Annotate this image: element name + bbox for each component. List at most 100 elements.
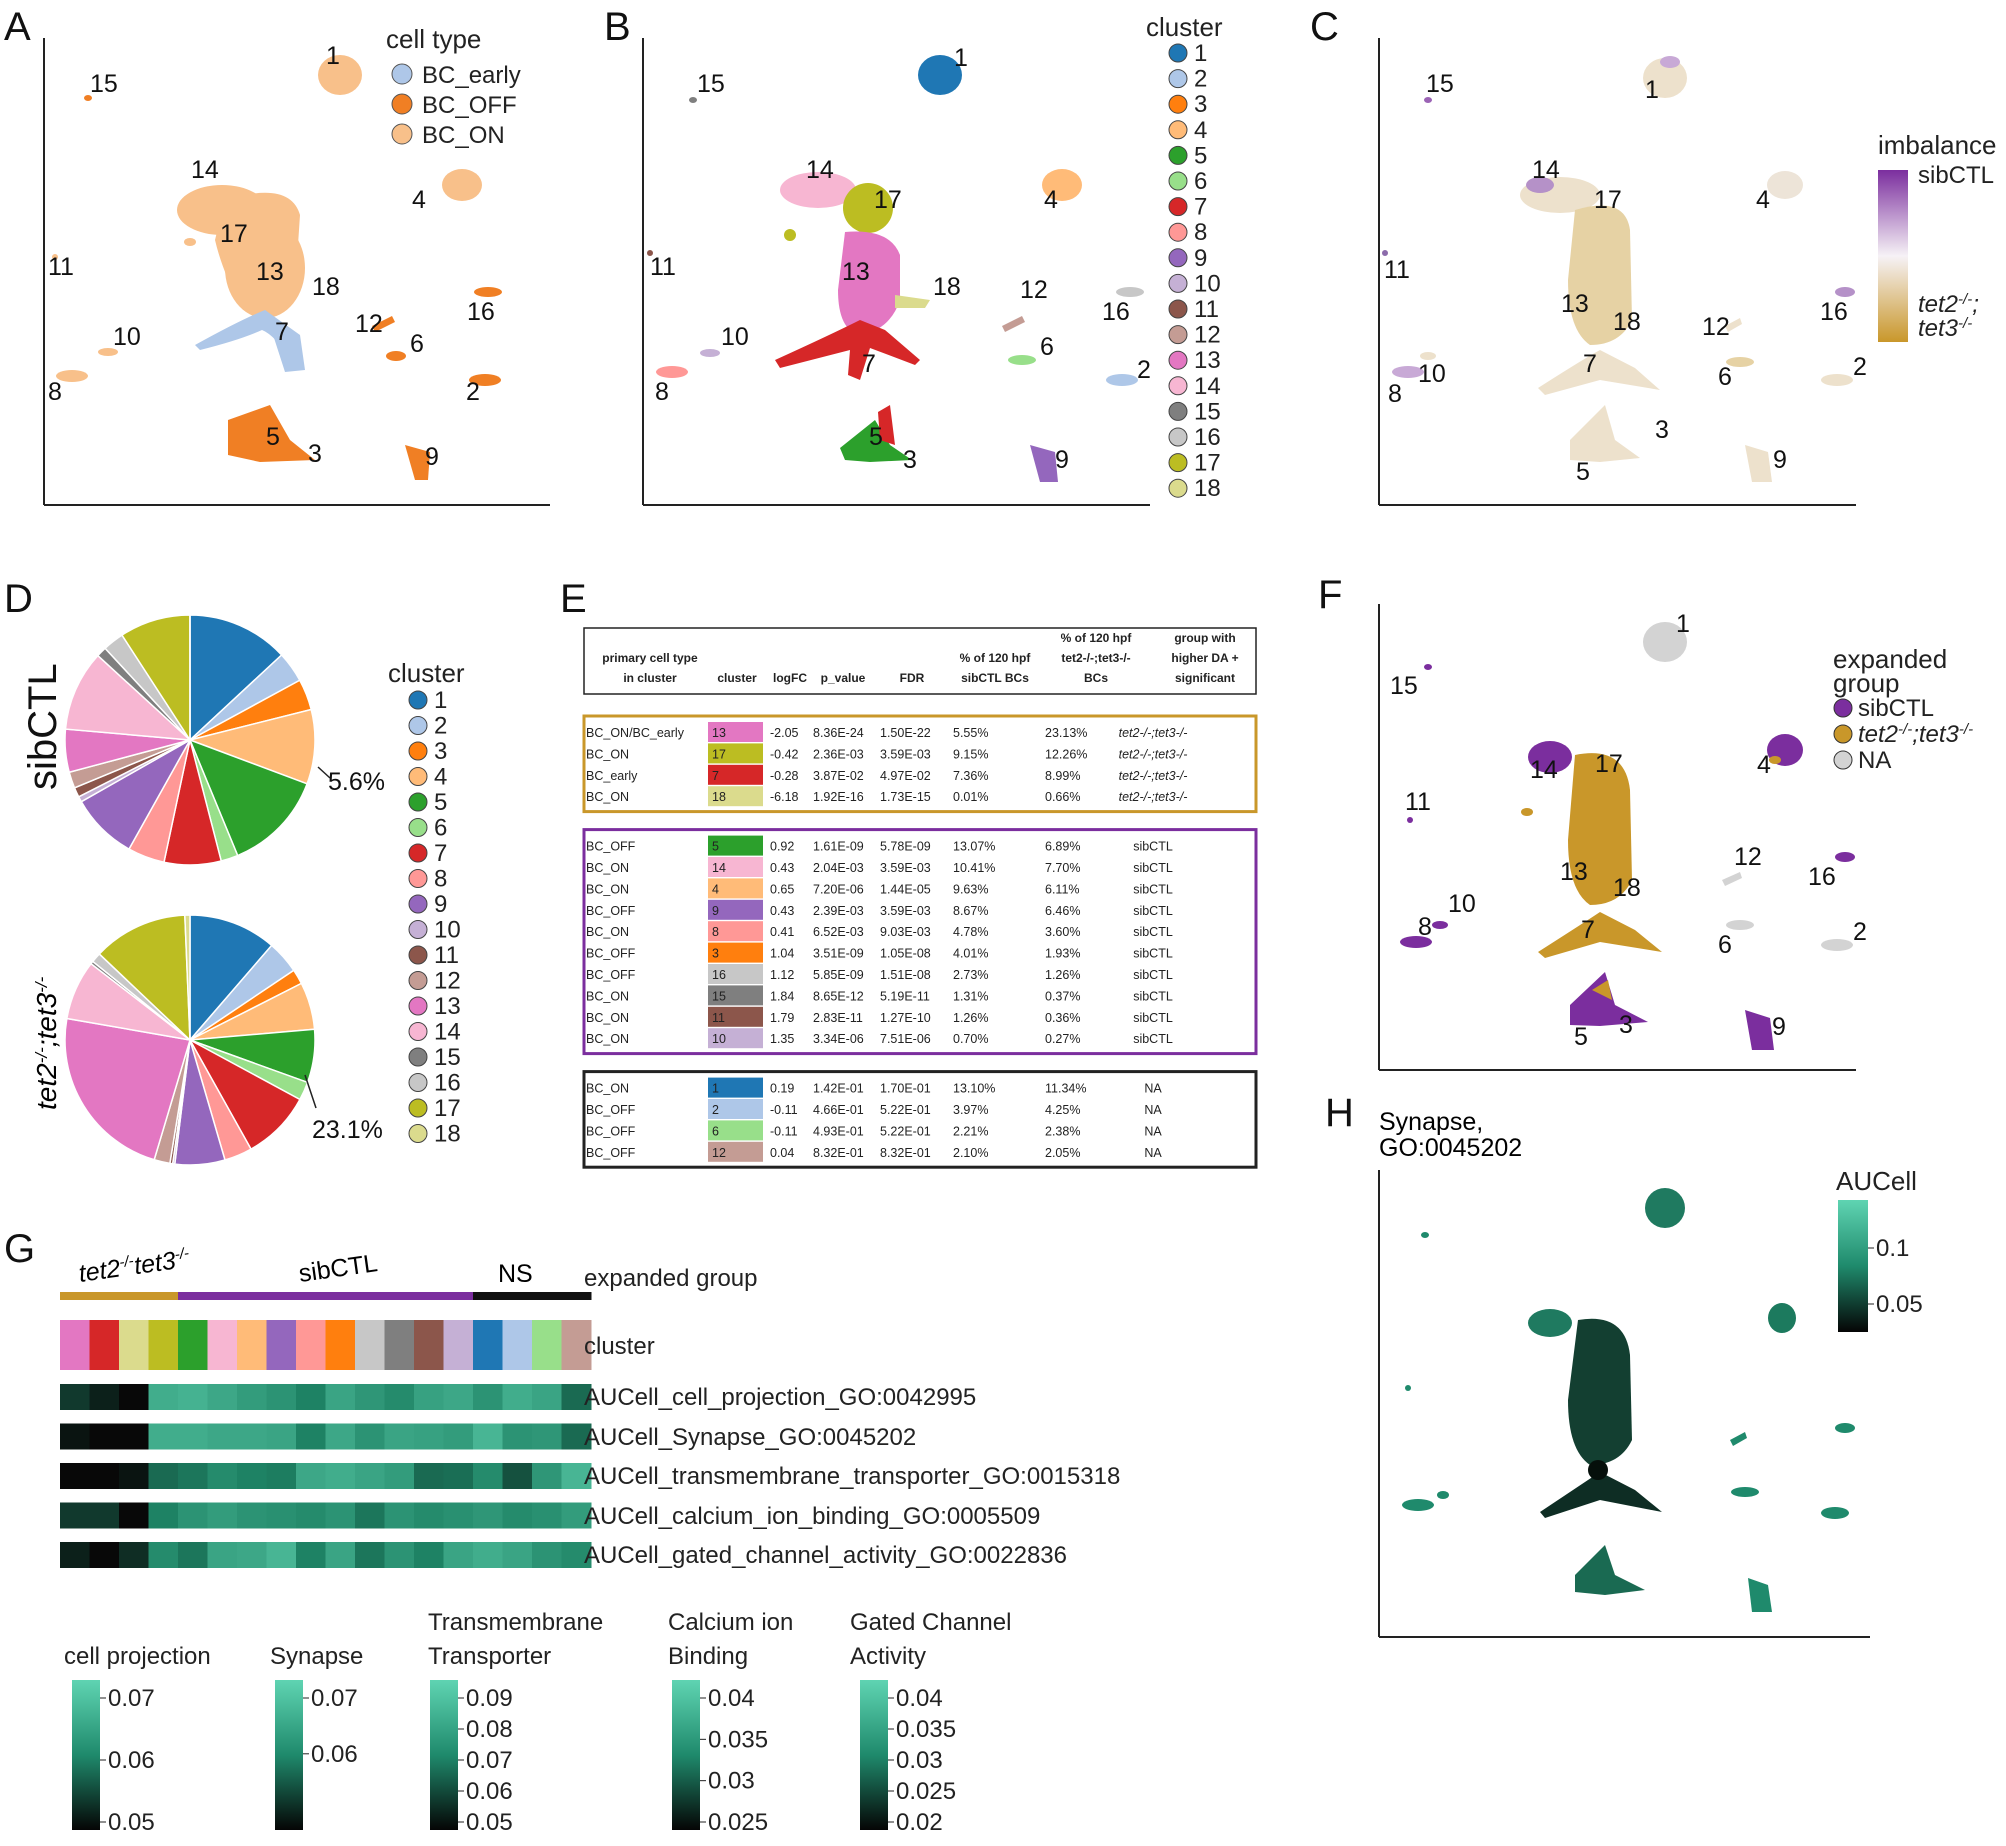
table-cell: 3.60%	[1045, 925, 1080, 939]
heat-cell	[207, 1502, 238, 1529]
table-cell: 2.83E-11	[813, 1011, 863, 1025]
pie-slice-cluster-5	[188, 738, 309, 857]
table-cluster-swatch	[708, 857, 763, 877]
legend-label-cluster-9: 9	[434, 891, 447, 918]
table-cell: 1.12	[770, 968, 794, 982]
panel-e: E primary cell type in cluster cluster logF…	[560, 577, 1258, 1169]
legend-label-cluster-18: 18	[434, 1121, 461, 1148]
group-bar-segment	[89, 1292, 120, 1300]
colorbar-subtitle-4: Activity	[850, 1643, 926, 1670]
cluster-label-15: 15	[1426, 70, 1454, 98]
cluster-label-17: 17	[220, 220, 248, 248]
cluster-bar-segment-14	[207, 1320, 238, 1370]
table-cell: 2.05%	[1045, 1146, 1080, 1160]
heat-cell	[119, 1384, 149, 1410]
heat-cell	[355, 1542, 385, 1568]
table-cell: 9.63%	[953, 882, 988, 896]
table-header-6: % of 120 hpf	[1061, 631, 1133, 645]
panel-letter: G	[4, 1227, 35, 1271]
group-label-tet: tet2-/-tet3-/-	[77, 1245, 192, 1288]
table-cell: 0.43	[770, 904, 794, 918]
group-label-ns: NS	[498, 1260, 533, 1288]
cluster-label-7: 7	[275, 318, 289, 346]
heat-cell	[89, 1384, 120, 1410]
colorbar-title-2: Transmembrane	[428, 1609, 603, 1636]
group-bar-segment	[266, 1292, 297, 1300]
table-cell: 3.59E-03	[880, 904, 931, 918]
panel-letter: C	[1310, 5, 1339, 49]
legend-swatch-bc_early	[391, 63, 413, 85]
heat-cell	[119, 1502, 149, 1529]
heat-cell	[414, 1384, 444, 1410]
colorbar-tick-high: 0.1	[1876, 1235, 1909, 1262]
table-cell: 6.11%	[1045, 882, 1080, 896]
cluster-label-17: 17	[1595, 750, 1623, 778]
cluster-label-6: 6	[1040, 333, 1054, 361]
table-cell: 4.25%	[1045, 1103, 1080, 1117]
colorbar-tick-label: 0.035	[896, 1716, 956, 1743]
heat-cell	[237, 1423, 267, 1450]
table-cell: tet2-/-;tet3-/-	[1119, 726, 1188, 740]
legend-swatch-cluster-17	[1168, 453, 1188, 473]
colorbar-tick-label: 0.025	[708, 1809, 768, 1836]
cluster-label-3: 3	[903, 446, 917, 474]
imbalance-colorbar	[1878, 170, 1908, 342]
table-cluster-swatch	[708, 1120, 763, 1141]
table-cluster-swatch	[708, 942, 763, 963]
heat-cell	[60, 1384, 90, 1410]
table-header-7: higher DA +	[1171, 651, 1238, 665]
panel-h-title: Synapse,	[1379, 1108, 1483, 1136]
table-cell: 2.73%	[953, 968, 988, 982]
table-header-5: % of 120 hpf	[960, 651, 1032, 665]
colorbar-tick-label: 0.04	[896, 1685, 943, 1712]
legend-swatch-cluster-11	[408, 945, 428, 965]
pie-1-label: sibCTL	[21, 663, 65, 790]
table-cell: 7.20E-06	[813, 882, 864, 896]
legend-label-cluster-9: 9	[1194, 245, 1207, 272]
heat-cell	[384, 1463, 415, 1489]
panel-letter: A	[4, 5, 31, 49]
legend-swatch-cluster-18	[1168, 478, 1188, 498]
table-cell: 0.04	[770, 1146, 794, 1160]
cluster-bar-segment-13	[60, 1320, 90, 1370]
table-cell: 9	[712, 904, 719, 918]
heat-cell	[561, 1463, 592, 1489]
heat-cell	[414, 1542, 444, 1568]
legend-label-cluster-13: 13	[434, 993, 461, 1020]
heat-cell	[89, 1463, 120, 1489]
heatmap-row-label-5: AUCell_calcium_ion_binding_GO:0005509	[584, 1503, 1040, 1530]
table-cell: -2.05	[770, 726, 799, 740]
heat-cell	[207, 1423, 238, 1450]
pie-2-callout-line	[304, 1074, 317, 1109]
table-cell: sibCTL	[1133, 904, 1173, 918]
colorbar-tick-label: 0.06	[311, 1741, 358, 1768]
cluster-label-4: 4	[1044, 186, 1058, 214]
pie-2-callout: 23.1%	[312, 1116, 383, 1144]
heat-cell	[473, 1502, 503, 1529]
table-cell: 5	[712, 840, 719, 854]
cluster-label-15: 15	[1390, 672, 1418, 700]
legend-label-cluster-10: 10	[1194, 270, 1221, 297]
group-label-sibctl: sibCTL	[297, 1249, 379, 1288]
cluster-label-1: 1	[954, 44, 968, 72]
cluster-label-6: 6	[1718, 931, 1732, 959]
heat-cell	[266, 1423, 297, 1450]
pie-chart-tet	[64, 914, 316, 1166]
legend-label-cluster-2: 2	[434, 713, 447, 740]
table-header-5: sibCTL BCs	[961, 671, 1029, 685]
cluster-bar-segment-9	[266, 1320, 297, 1370]
legend-label-cluster-18: 18	[1194, 475, 1221, 502]
cluster-label-14: 14	[1532, 156, 1560, 184]
cluster-label-9: 9	[425, 443, 439, 471]
cluster-label-15: 15	[90, 70, 118, 98]
table-cell: 1.42E-01	[813, 1082, 864, 1096]
panel-h: H Synapse, GO:0045202 AUCell	[1325, 1091, 1923, 1638]
pie-slice-cluster-4	[187, 708, 316, 785]
cluster-label-14: 14	[806, 156, 834, 184]
cluster-bar-segment-2	[502, 1320, 533, 1370]
cluster-label-1: 1	[1645, 76, 1659, 104]
group-bar-segment	[237, 1292, 267, 1300]
